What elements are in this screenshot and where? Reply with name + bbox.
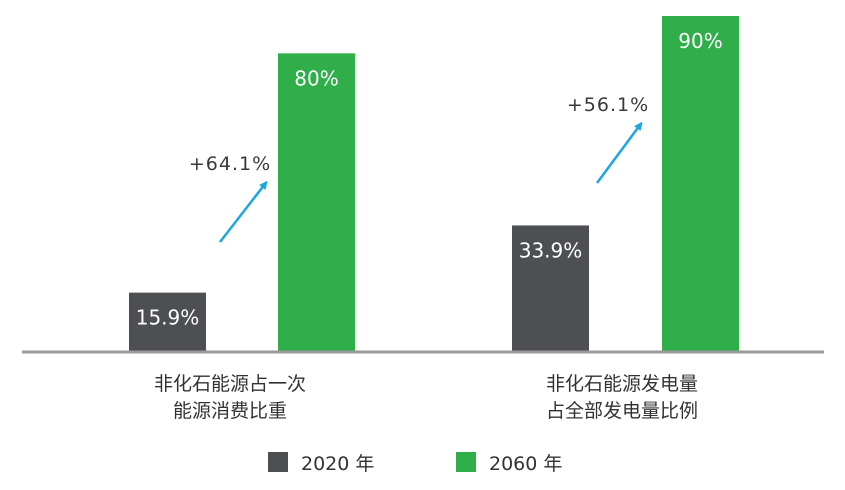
bar-2020-1 (129, 292, 206, 352)
increase-annotation: +56.1% (567, 94, 649, 116)
increase-arrow (219, 184, 265, 243)
bar-2060-1 (278, 53, 355, 352)
bar-2020-2 (512, 225, 589, 352)
category-label: 占全部发电量比例 (546, 400, 698, 422)
increase-arrow (595, 125, 640, 184)
bar-value-label: 80% (294, 66, 338, 90)
bar-2060-2 (662, 16, 739, 352)
bar-value-label: 33.9% (519, 238, 583, 262)
legend-swatch (268, 452, 288, 472)
bar-value-label: 15.9% (136, 306, 200, 330)
category-label: 非化石能源占一次 (154, 373, 306, 395)
category-label: 能源消费比重 (173, 400, 287, 422)
category-label: 非化石能源发电量 (546, 373, 698, 395)
legend-label: 2060 年 (489, 453, 562, 475)
legend-swatch (456, 452, 476, 472)
increase-annotation: +64.1% (189, 153, 271, 175)
bar-value-label: 90% (678, 29, 722, 53)
legend-label: 2020 年 (301, 453, 374, 475)
